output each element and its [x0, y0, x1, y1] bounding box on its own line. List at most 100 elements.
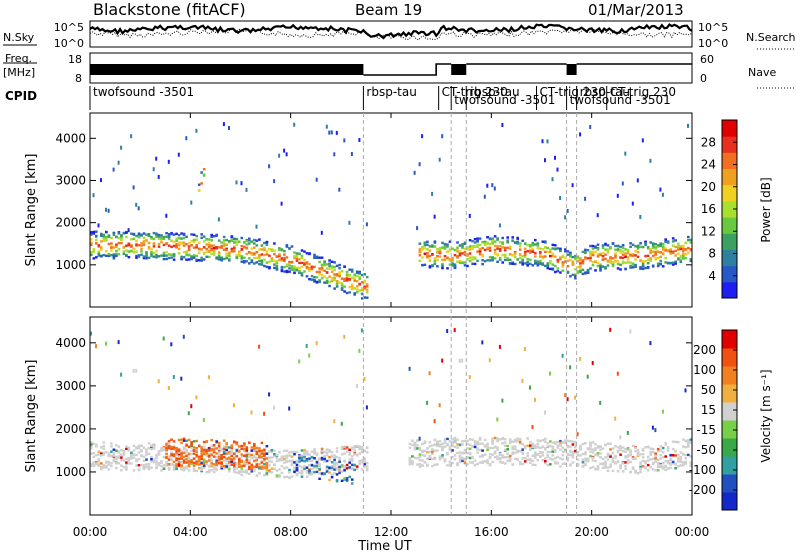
heatmap-cell	[228, 457, 231, 460]
heatmap-cell	[581, 461, 585, 464]
heatmap-cell	[611, 459, 615, 462]
heatmap-cell	[180, 464, 183, 468]
heatmap-cell	[443, 255, 447, 258]
heatmap-cell	[333, 287, 336, 290]
heatmap-cell	[486, 459, 489, 462]
heatmap-cell	[185, 252, 188, 255]
heatmap-cell	[606, 466, 610, 469]
heatmap-cell	[636, 451, 640, 454]
heatmap-cell	[102, 233, 106, 237]
heatmap-cell	[488, 256, 492, 259]
heatmap-cell	[215, 467, 218, 470]
heatmap-cell	[659, 187, 662, 192]
heatmap-cell	[112, 452, 116, 455]
heatmap-cell	[290, 459, 294, 462]
heatmap-cell	[426, 252, 429, 255]
heatmap-cell	[305, 343, 308, 348]
noise-tick-left-high: 10^5	[54, 21, 84, 34]
heatmap-cell	[273, 266, 276, 270]
heatmap-cell	[348, 475, 351, 479]
heatmap-cell	[606, 248, 610, 251]
heatmap-cell	[343, 469, 346, 472]
velocity-heatmap	[90, 327, 693, 485]
heatmap-cell	[636, 472, 640, 475]
heatmap-cell	[576, 255, 580, 258]
heatmap-cell	[541, 257, 545, 260]
heatmap-cell	[599, 263, 602, 266]
heatmap-cell	[120, 459, 123, 462]
heatmap-cell	[217, 217, 220, 222]
heatmap-cell	[365, 283, 369, 286]
heatmap-cell	[355, 445, 359, 448]
heatmap-cell	[674, 440, 677, 444]
heatmap-cell	[503, 258, 507, 262]
heatmap-cell	[611, 264, 615, 267]
heatmap-cell	[105, 460, 108, 463]
heatmap-cell	[513, 440, 517, 443]
colorbar-tick-label: 12	[701, 224, 716, 238]
heatmap-cell	[132, 248, 136, 251]
heatmap-cell	[180, 255, 183, 259]
heatmap-cell	[338, 471, 341, 474]
heatmap-cell	[491, 437, 494, 440]
heatmap-cell	[222, 464, 226, 468]
heatmap-cell	[591, 459, 595, 462]
heatmap-cell	[333, 265, 336, 269]
heatmap-cell	[654, 251, 657, 254]
heatmap-cell	[646, 459, 650, 462]
heatmap-cell	[589, 244, 592, 248]
heatmap-cell	[305, 261, 309, 264]
heatmap-cell	[202, 418, 205, 422]
heatmap-cell	[451, 449, 454, 452]
heatmap-cell	[335, 455, 339, 459]
heatmap-cell	[609, 463, 612, 466]
heatmap-cell	[265, 461, 269, 465]
heatmap-cell	[233, 463, 236, 466]
heatmap-cell	[639, 259, 642, 262]
heatmap-cell	[458, 261, 462, 265]
heatmap-cell	[564, 260, 567, 263]
cpid-segment-label: CT-trig 230	[442, 85, 508, 99]
heatmap-cell	[217, 246, 221, 249]
heatmap-cell	[606, 259, 610, 262]
heatmap-cell	[666, 449, 670, 452]
heatmap-cell	[97, 460, 101, 463]
heatmap-cell	[426, 255, 429, 258]
heatmap-cell	[255, 224, 258, 229]
heatmap-cell	[521, 255, 524, 258]
heatmap-cell	[260, 452, 264, 455]
heatmap-cell	[258, 452, 261, 456]
heatmap-cell	[328, 259, 331, 262]
heatmap-cell	[90, 253, 93, 257]
heatmap-cell	[458, 358, 461, 363]
heatmap-cell	[365, 288, 369, 291]
heatmap-cell	[659, 244, 662, 248]
heatmap-cell	[185, 243, 188, 246]
heatmap-cell	[551, 254, 555, 258]
heatmap-cell	[182, 232, 186, 236]
heatmap-cell	[110, 249, 113, 252]
heatmap-cell	[556, 444, 560, 447]
heatmap-cell	[105, 239, 108, 242]
heatmap-cell	[526, 264, 529, 267]
heatmap-cell	[185, 235, 188, 238]
heatmap-cell	[170, 447, 173, 451]
cpid-segment-label: rbsp-tau	[366, 85, 416, 99]
heatmap-cell	[576, 432, 579, 437]
heatmap-cell	[486, 246, 489, 249]
heatmap-cell	[559, 448, 562, 451]
heatmap-cell	[421, 246, 424, 249]
noise-tick-right-low: 10^0	[698, 37, 728, 50]
cpid-segments: twofsound -3501 rbsp-tau CT-trig 230twofso…	[93, 85, 676, 110]
heatmap-cell	[433, 259, 437, 263]
heatmap-cell	[233, 247, 236, 250]
heatmap-cell	[589, 254, 592, 257]
heatmap-cell	[496, 254, 499, 257]
heatmap-cell	[253, 246, 256, 249]
heatmap-cell	[273, 455, 276, 458]
heatmap-cell	[330, 276, 334, 280]
heatmap-cell	[313, 466, 316, 470]
heatmap-cell	[518, 245, 522, 248]
heatmap-cell	[659, 445, 662, 448]
heatmap-cell	[473, 445, 477, 449]
